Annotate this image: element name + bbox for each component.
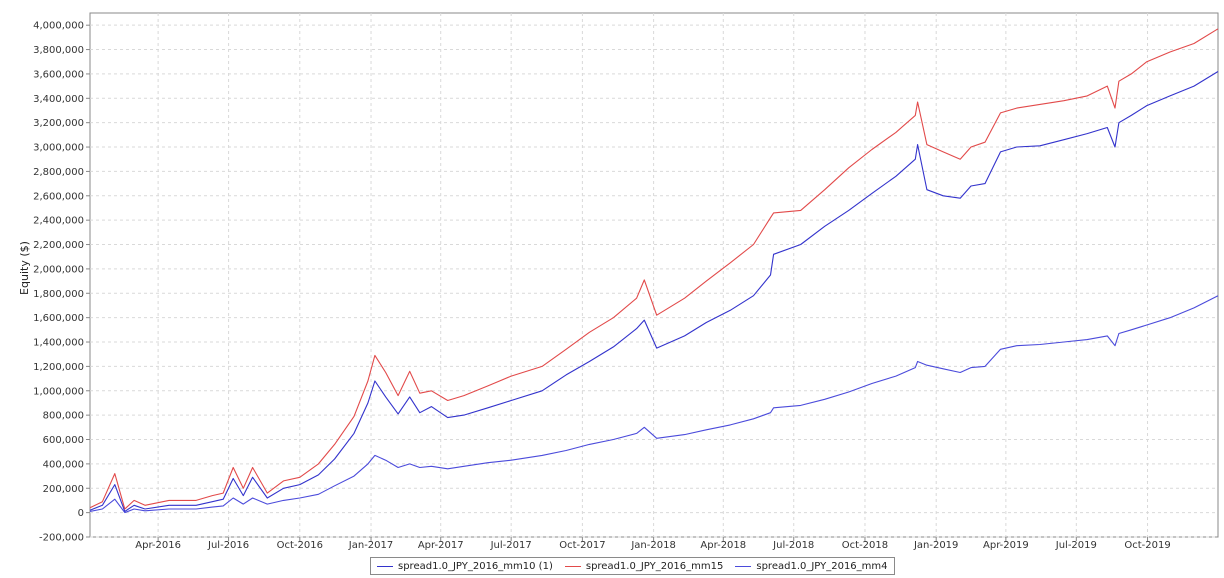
x-axis: Apr-2016 Jul-2016 Oct-2016 Jan-2017 Apr-2017… — [135, 537, 1171, 551]
y-tick-label: 200,000 — [43, 484, 84, 495]
y-tick-label: 0 — [78, 508, 84, 519]
x-tick-label: Jan-2018 — [630, 540, 675, 551]
y-tick-label: 1,600,000 — [33, 313, 84, 324]
y-tick-label: 1,400,000 — [33, 338, 84, 349]
x-tick-label: Oct-2017 — [559, 540, 605, 551]
x-tick-label: Apr-2017 — [418, 540, 464, 551]
y-tick-label: 3,600,000 — [33, 69, 84, 80]
y-axis-title: Equity ($) — [18, 241, 31, 295]
y-tick-label: 3,800,000 — [33, 45, 84, 56]
legend-item-mm4: spread1.0_JPY_2016_mm4 — [735, 560, 888, 572]
y-tick-label: 2,800,000 — [33, 167, 84, 178]
x-tick-label: Jan-2017 — [348, 540, 393, 551]
y-tick-label: 2,600,000 — [33, 191, 84, 202]
y-tick-label: 2,200,000 — [33, 240, 84, 251]
x-tick-label: Jul-2017 — [490, 540, 532, 551]
x-tick-label: Oct-2019 — [1124, 540, 1170, 551]
y-tick-label: 4,000,000 — [33, 21, 84, 32]
y-tick-label: 1,800,000 — [33, 289, 84, 300]
y-tick-label: -200,000 — [39, 533, 84, 544]
series-line-mm15 — [89, 28, 1219, 510]
legend: spread1.0_JPY_2016_mm10 (1) spread1.0_JP… — [370, 557, 895, 575]
y-axis: -200,000 0 200,000 400,000 600,000 800,000 1,0… — [33, 21, 90, 544]
legend-swatch-mm4 — [735, 565, 752, 567]
series-line-mm10 — [89, 71, 1219, 512]
x-tick-label: Apr-2018 — [700, 540, 746, 551]
x-tick-label: Jul-2018 — [772, 540, 814, 551]
y-tick-label: 3,200,000 — [33, 118, 84, 129]
y-tick-label: 3,000,000 — [33, 143, 84, 154]
x-tick-label: Jul-2016 — [207, 540, 249, 551]
y-tick-label: 2,000,000 — [33, 264, 84, 275]
x-tick-label: Jan-2019 — [913, 540, 958, 551]
x-tick-label: Oct-2018 — [842, 540, 888, 551]
x-tick-label: Apr-2016 — [135, 540, 181, 551]
x-tick-label: Jul-2019 — [1055, 540, 1097, 551]
legend-swatch-mm15 — [564, 565, 581, 567]
y-tick-label: 600,000 — [43, 435, 84, 446]
legend-swatch-mm10 — [377, 565, 393, 567]
y-tick-label: 1,000,000 — [33, 386, 84, 397]
y-tick-label: 800,000 — [43, 411, 84, 422]
legend-item-mm10: spread1.0_JPY_2016_mm10 (1) — [377, 561, 553, 572]
series-lines — [89, 28, 1219, 514]
y-tick-label: 400,000 — [43, 459, 84, 470]
legend-item-mm15: spread1.0_JPY_2016_mm15 — [564, 560, 724, 572]
y-tick-label: 3,400,000 — [33, 94, 84, 105]
y-tick-label: 2,400,000 — [33, 216, 84, 227]
legend-label-mm10: spread1.0_JPY_2016_mm10 (1) — [398, 560, 553, 572]
legend-label-mm4: spread1.0_JPY_2016_mm4 — [756, 560, 888, 572]
x-tick-label: Oct-2016 — [277, 540, 323, 551]
legend-label-mm15: spread1.0_JPY_2016_mm15 — [585, 560, 724, 572]
plot-area — [89, 12, 1219, 538]
series-line-mm4 — [89, 295, 1219, 514]
x-tick-label: Apr-2019 — [983, 540, 1029, 551]
y-tick-label: 1,200,000 — [33, 362, 84, 373]
